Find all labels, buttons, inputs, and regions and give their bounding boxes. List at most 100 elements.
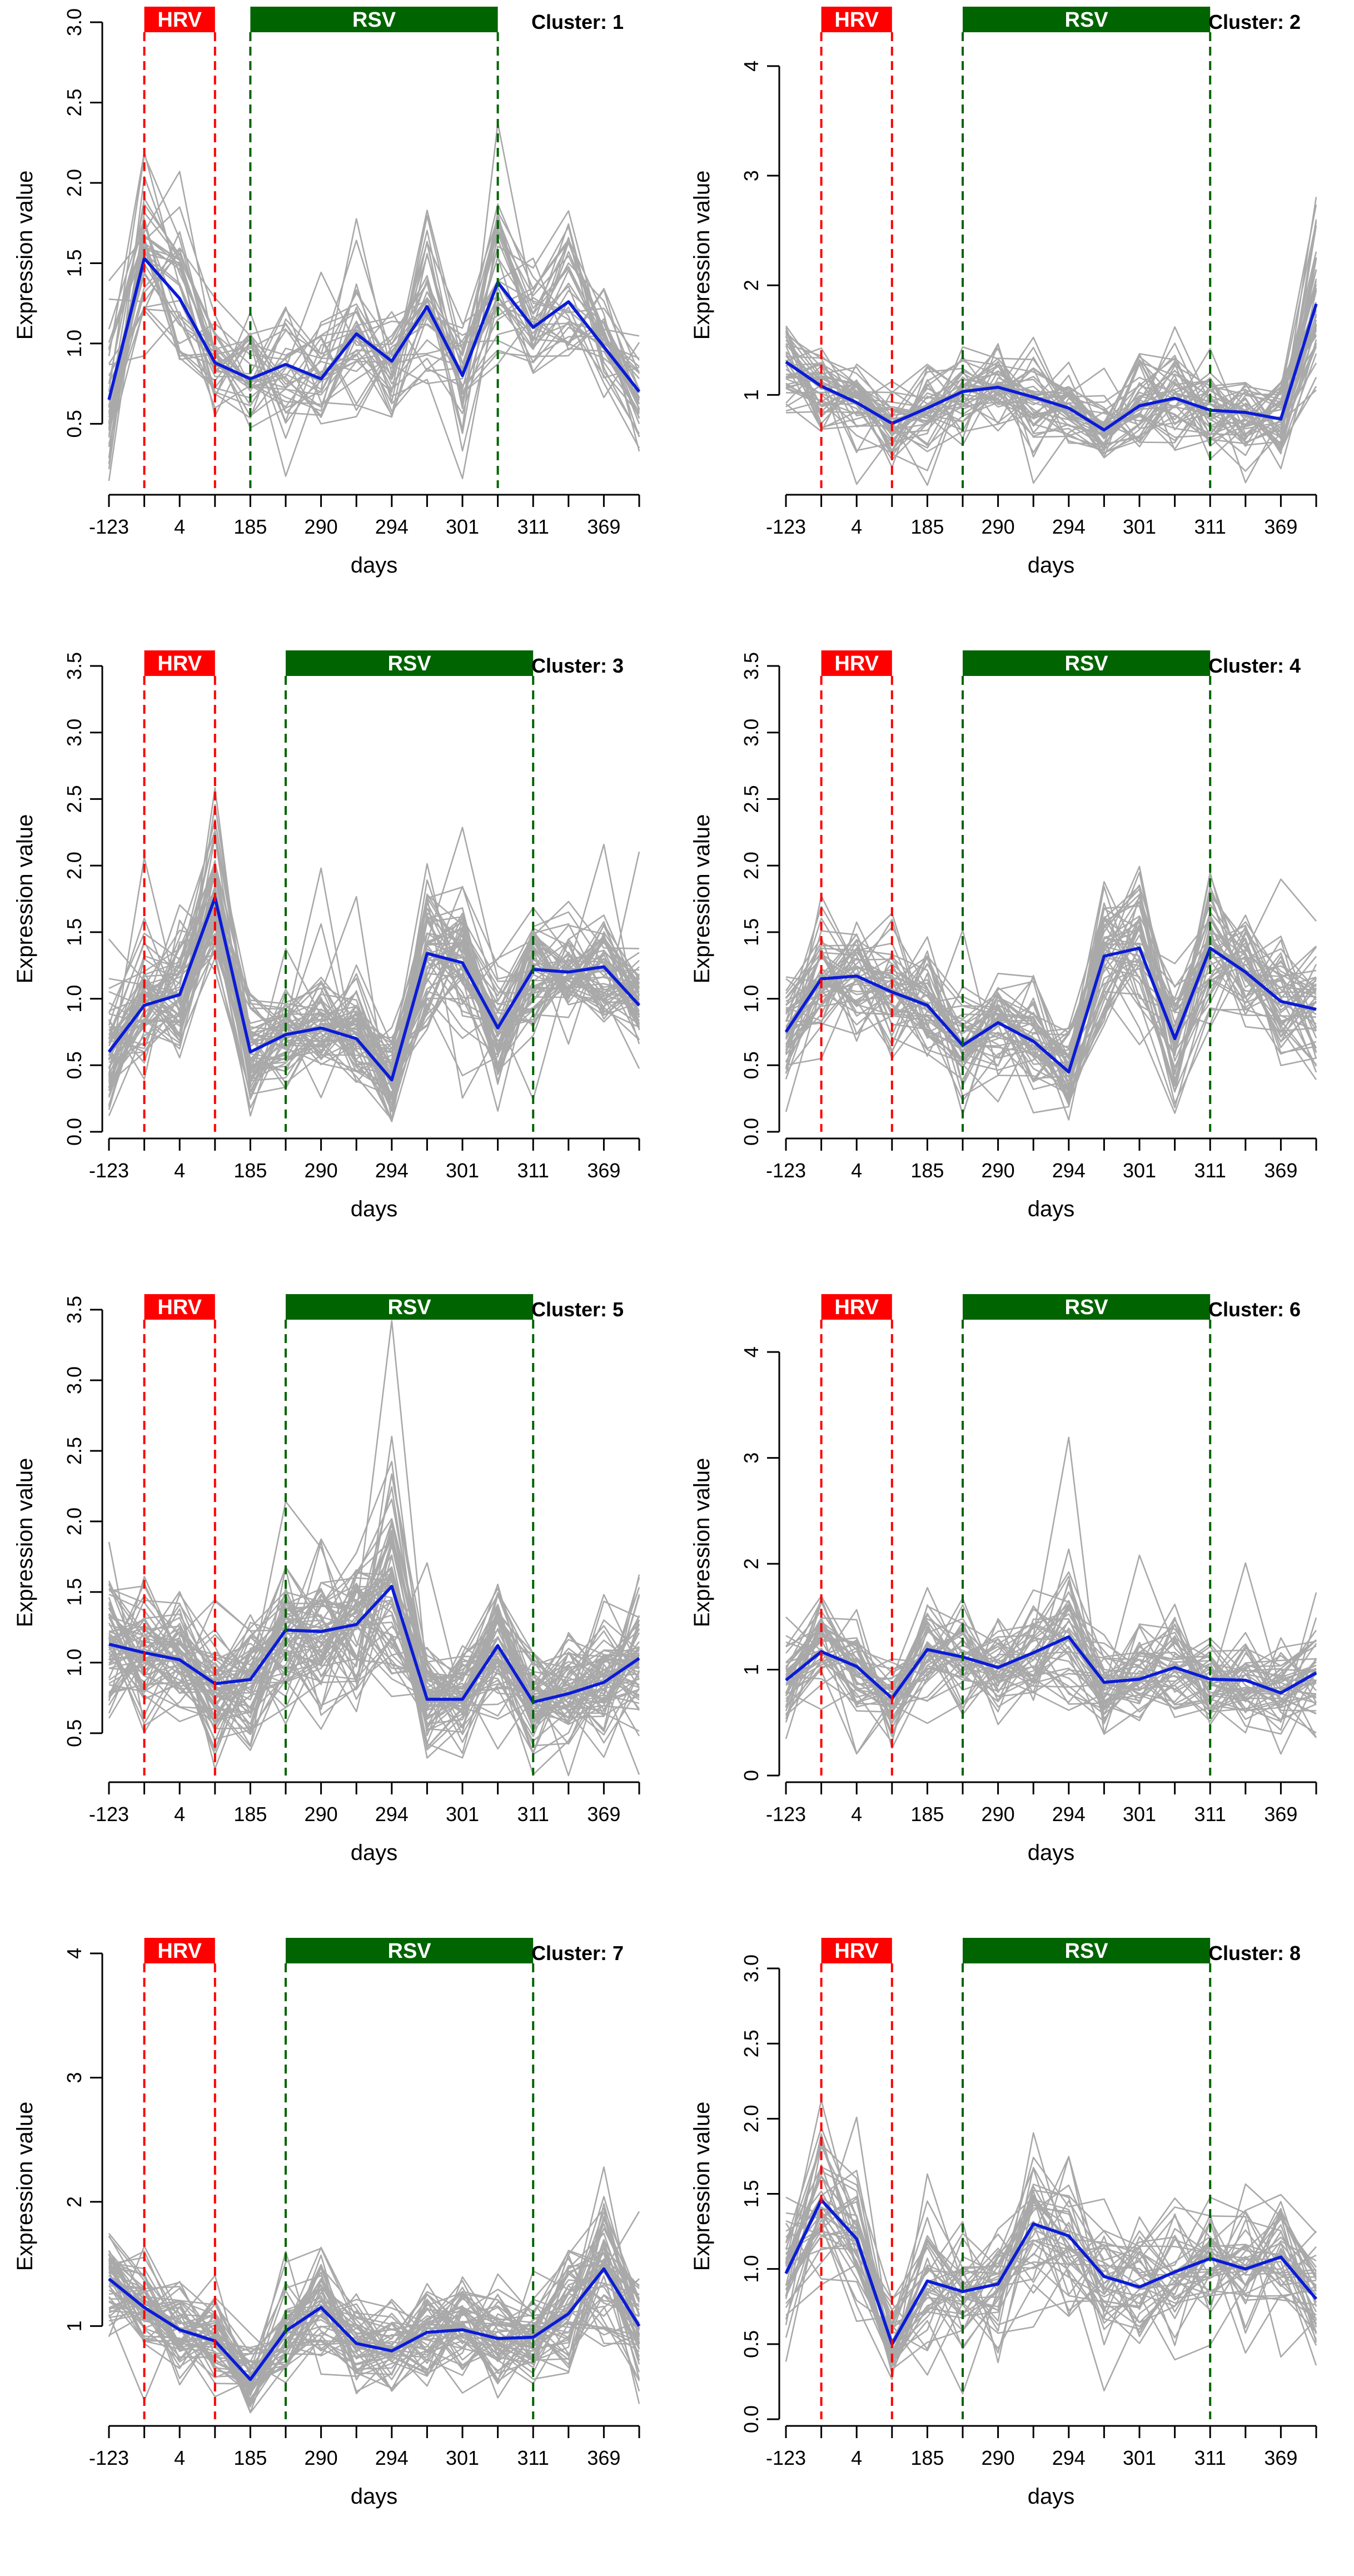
gene-profile-line [108,2246,640,2383]
x-tick-label: 185 [910,2446,944,2469]
gene-profile-line [785,2166,1317,2346]
gene-profile-line [785,897,1317,1112]
x-tick-label: 301 [1123,1159,1156,1182]
cluster-panel-2: HRV RSV Cluster: 2 1 2 3 4 Expression value -123… [690,7,1318,578]
x-tick-label: 294 [1052,1159,1086,1182]
x-tick-label: 311 [1194,1159,1226,1182]
hrv-banner-label: HRV [834,8,879,32]
rsv-banner [250,7,498,32]
gene-profile-line [108,2244,640,2386]
rsv-banner [286,1938,534,1963]
x-tick-label: 185 [233,1159,267,1182]
gene-profile-line [108,2259,640,2375]
gene-profile-line [108,2227,640,2369]
gene-profile-line [108,1585,640,1729]
hrv-banner [144,1938,215,1963]
cluster-mean-line [785,303,1318,432]
cluster-label: Cluster: 8 [1208,1942,1301,1965]
cluster-label: Cluster: 7 [531,1942,624,1965]
gene-profile-line [108,236,640,390]
y-axis-label: Expression value [13,1458,37,1628]
gene-profile-line [108,1590,640,1775]
gene-profile-line [108,1474,640,1730]
y-tick-label: 1 [740,1664,763,1675]
gene-profile-line [785,1587,1317,1702]
gene-profile-line [785,2219,1317,2349]
y-tick-label: 1.5 [63,1578,86,1606]
gene-profile-line [108,1320,640,1747]
x-axis-label: days [1028,1197,1075,1221]
y-tick-label: 0.0 [740,2405,763,2433]
gene-profile-line [785,1562,1317,1704]
x-tick-label: 4 [174,2446,185,2469]
gene-profile-line [785,320,1317,445]
cluster-mean-line [108,2267,641,2381]
y-tick-label: 2.0 [63,169,86,197]
y-tick-label: 2.5 [740,2030,763,2057]
gene-profile-line [785,918,1317,1058]
gene-profile-line [785,1617,1317,1710]
x-tick-label: 369 [587,1803,620,1826]
gene-profile-line [108,221,640,434]
hrv-banner [821,650,892,676]
x-tick-label: -123 [89,1803,129,1826]
y-tick-label: 1 [63,2320,86,2331]
y-axis-label: Expression value [13,2102,37,2271]
y-tick-label: 2.5 [63,785,86,813]
y-tick-label: 0.5 [740,1051,763,1079]
y-tick-label: 4 [740,61,763,72]
rsv-banner-label: RSV [388,1296,432,1319]
cluster-mean-line [784,2198,1318,2346]
gene-profile-line [108,868,640,1098]
y-tick-label: 2 [740,1558,763,1569]
rsv-banner-label: RSV [1065,652,1109,675]
x-axis-label: days [1028,2484,1075,2509]
hrv-banner [144,650,215,676]
gene-profile-line [108,1594,640,1770]
gene-profile-line [785,225,1317,451]
x-tick-label: 369 [587,515,620,538]
gene-profile-line [108,904,640,1122]
hrv-banner-label: HRV [157,652,202,675]
cluster-label: Cluster: 4 [1208,654,1301,677]
y-tick-label: 1.5 [63,918,86,946]
y-tick-label: 1.0 [63,330,86,357]
gene-profile-line [785,1571,1317,1712]
rsv-banner [286,1294,534,1320]
x-tick-label: 4 [851,1803,862,1826]
gene-profile-line [785,2173,1317,2380]
y-axis-label: Expression value [690,1458,714,1628]
hrv-banner-label: HRV [157,8,202,32]
gene-profile-line [108,1584,640,1712]
gene-profile-line [108,2257,640,2381]
gene-profile-line [108,220,640,480]
x-tick-label: 311 [1194,1803,1226,1826]
x-tick-label: 294 [1052,2446,1086,2469]
hrv-banner [821,1938,892,1963]
gene-profile-line [108,2253,640,2382]
y-tick-label: 0.0 [63,1118,86,1146]
x-axis-label: days [351,1841,398,1865]
x-tick-label: 301 [1123,515,1156,538]
gene-profile-line [785,902,1317,1085]
gene-profile-line [785,331,1317,441]
y-tick-label: 2.0 [63,852,86,879]
x-tick-label: -123 [89,2446,129,2469]
y-tick-label: 1.0 [740,2255,763,2283]
x-tick-label: 301 [446,1159,479,1182]
cluster-label: Cluster: 6 [1208,1298,1301,1321]
y-tick-label: 0.5 [740,2330,763,2358]
x-tick-label: 294 [375,1159,409,1182]
rsv-banner-label: RSV [352,8,396,32]
x-tick-label: 301 [446,2446,479,2469]
x-tick-label: -123 [766,515,806,538]
y-tick-label: 1.0 [63,985,86,1013]
gene-profile-line [108,886,640,1078]
x-tick-label: 294 [1052,1803,1086,1826]
gene-profile-line [785,1630,1317,1715]
rsv-banner [286,650,534,676]
gene-profile-line [785,2164,1317,2354]
x-tick-label: 4 [174,1803,185,1826]
gene-profile-line [108,893,640,1122]
rsv-banner-label: RSV [388,1940,432,1963]
